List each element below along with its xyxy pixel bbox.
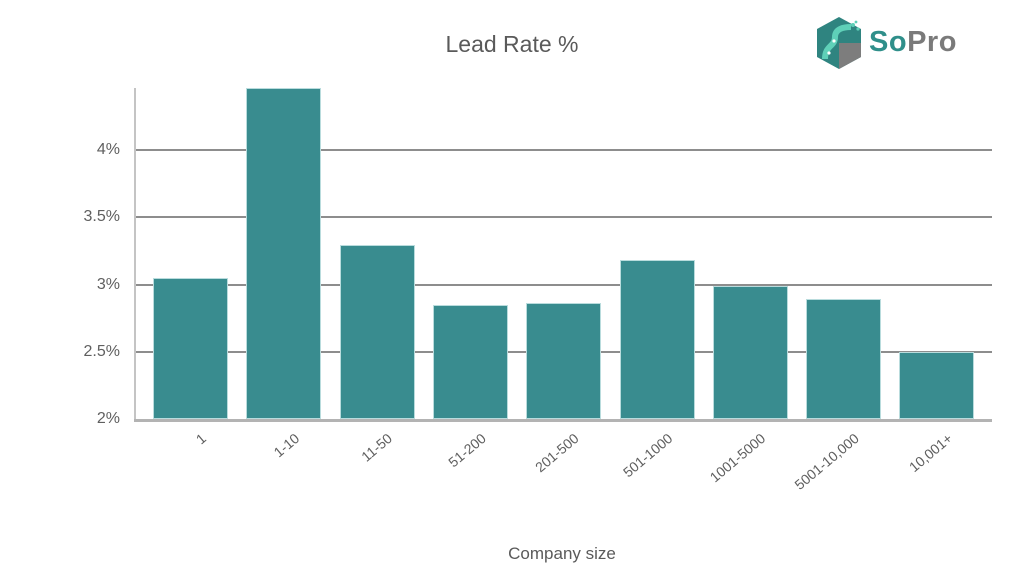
bar-1001-5000	[712, 285, 788, 419]
y-axis-line	[134, 88, 136, 421]
hexagon-circuit-logo-icon	[817, 17, 861, 69]
bar-51-200	[432, 304, 508, 419]
x-tick-label: 501-1000	[619, 430, 676, 481]
x-tick-label: 201-500	[532, 430, 582, 476]
sopro-logo: SoPro	[813, 15, 993, 71]
y-tick-label: 4%	[96, 141, 120, 158]
bar-501-1000	[619, 260, 695, 419]
x-tick-label: 1	[192, 430, 209, 448]
x-tick-label: 5001-10,000	[791, 430, 862, 493]
y-tick-label: 3%	[96, 276, 120, 293]
bar-1-10	[246, 88, 322, 419]
bar-5001-10,000	[806, 299, 882, 419]
y-tick-label: 3.5%	[83, 208, 120, 225]
logo-text-so: So	[869, 26, 908, 58]
bar-11-50	[339, 245, 415, 419]
bar-1	[153, 277, 228, 419]
y-tick-label: 2.5%	[83, 343, 120, 360]
gridline	[136, 284, 992, 286]
chart-title: Lead Rate %	[445, 31, 579, 57]
gridline	[136, 216, 992, 218]
x-tick-label: 11-50	[358, 430, 396, 465]
x-tick-label: 1-10	[270, 430, 303, 461]
bar-10,001+	[899, 351, 975, 419]
x-axis-line	[134, 419, 992, 422]
logo-wordmark: SoPro	[869, 26, 957, 59]
bar-201-500	[526, 303, 602, 419]
x-axis-title: Company size	[508, 544, 616, 563]
y-tick-label: 2%	[96, 410, 120, 427]
x-tick-label: 10,001+	[905, 430, 956, 476]
x-tick-label: 51-200	[445, 430, 489, 471]
x-tick-label: 1001-5000	[707, 430, 769, 486]
gridline	[136, 149, 992, 151]
logo-text-pro: Pro	[907, 26, 957, 58]
plot-area	[134, 88, 992, 422]
